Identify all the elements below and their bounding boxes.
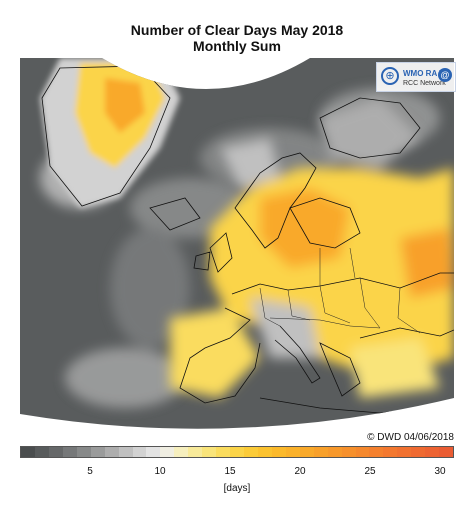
legend-colorbar (20, 446, 454, 458)
logo-organization: WMO RA VI (403, 69, 447, 78)
colorbar-swatch (104, 447, 119, 457)
colorbar-swatch (411, 447, 426, 457)
greenland-area (40, 58, 180, 208)
colorbar-swatch (21, 447, 35, 457)
colorbar-swatch (439, 447, 454, 457)
colorbar-swatch (383, 447, 398, 457)
colorbar-swatch (230, 447, 244, 457)
legend-tick-label: 30 (434, 466, 446, 477)
europe-sunny-area (170, 98, 454, 398)
colorbar-swatch (327, 447, 342, 457)
colorbar-swatch (90, 447, 105, 457)
colorbar-swatch (271, 447, 286, 457)
colorbar-swatch (341, 447, 356, 457)
colorbar-swatch (202, 447, 217, 457)
colorbar-swatch (369, 447, 384, 457)
colorbar-swatch (34, 447, 49, 457)
legend-tick-label: 15 (224, 466, 236, 477)
colorbar-swatch (146, 447, 161, 457)
colorbar-swatch (48, 447, 63, 457)
colorbar-swatch (313, 447, 328, 457)
map-title: Number of Clear Days May 2018 (130, 22, 344, 38)
credit-text: © DWD 04/06/2018 (367, 432, 454, 443)
colorbar-swatch (299, 447, 314, 457)
coastlines (41, 65, 454, 414)
colorbar-swatch (257, 447, 272, 457)
wmo-rcc-logo: ⊕ WMO RA VI RCC Network @ (376, 62, 456, 92)
colorbar-swatch (355, 447, 370, 457)
legend-tick-label: 5 (87, 466, 93, 477)
legend-unit: [days] (223, 483, 251, 494)
wmo-globe-icon: ⊕ (381, 67, 399, 85)
colorbar-swatch (425, 447, 440, 457)
colorbar-swatch (62, 447, 77, 457)
country-borders (259, 247, 421, 334)
map-subtitle: Monthly Sum (193, 38, 281, 54)
colorbar-swatch (216, 447, 231, 457)
legend-tick-label: 20 (294, 466, 306, 477)
colorbar-swatch (118, 447, 133, 457)
colorbar-swatch (244, 447, 258, 457)
colorbar-swatch (76, 447, 91, 457)
colorbar-swatch (160, 447, 175, 457)
legend-tick-label: 25 (364, 466, 376, 477)
colorbar-swatch (188, 447, 203, 457)
colorbar-swatch (174, 447, 189, 457)
logo-network: RCC Network (403, 80, 446, 87)
swirl-icon: @ (438, 68, 452, 82)
clear-days-map (20, 58, 454, 430)
colorbar-swatch (132, 447, 147, 457)
colorbar-swatch (285, 447, 300, 457)
map-svg (20, 58, 454, 429)
colorbar-swatch (397, 447, 412, 457)
legend-tick-label: 10 (154, 466, 166, 477)
